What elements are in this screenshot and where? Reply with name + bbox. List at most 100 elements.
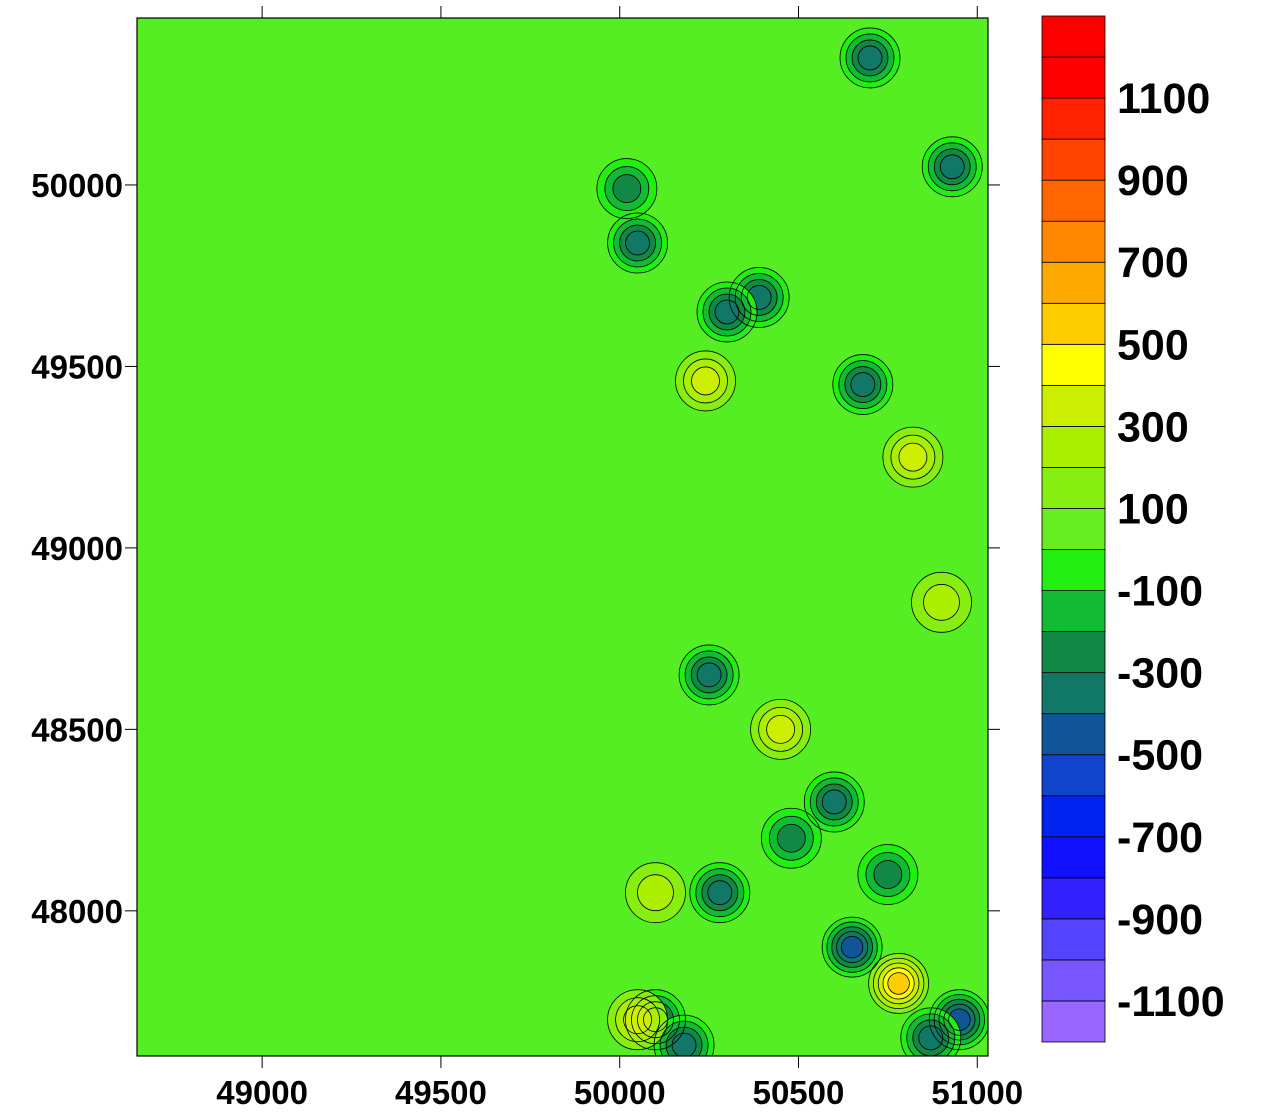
contour-line xyxy=(625,230,650,256)
plot-frame xyxy=(136,17,989,1057)
contour-line xyxy=(696,281,758,343)
contour-region xyxy=(850,372,875,397)
colorbar-swatch xyxy=(1041,56,1106,99)
colorbar-label: 1100 xyxy=(1117,75,1210,123)
colorbar-swatch xyxy=(1041,713,1106,756)
colorbar-label: -100 xyxy=(1117,568,1203,616)
colorbar: 1100 900 700 500 300 100 -100 -300 -500 -700 -900 -… xyxy=(1041,15,1225,1043)
contour-line xyxy=(840,935,864,959)
contour-line xyxy=(613,218,662,268)
contour-region xyxy=(637,874,674,911)
contour-line xyxy=(776,823,806,853)
contour-line xyxy=(921,136,983,198)
contour-line xyxy=(927,142,977,192)
colorbar-swatch xyxy=(1041,836,1106,879)
contour-line xyxy=(939,154,965,180)
contour-line xyxy=(607,989,668,1051)
contour-line xyxy=(623,1005,652,1035)
colorbar-swatch xyxy=(1041,384,1106,427)
contour-line xyxy=(684,650,734,700)
colorbar-swatch xyxy=(1041,959,1106,1002)
contour-line xyxy=(836,931,869,964)
contour-line xyxy=(766,714,796,744)
y-tick-label: 49500 xyxy=(31,348,123,385)
contour-line xyxy=(596,158,658,219)
contour-line xyxy=(882,967,915,1000)
contour-field xyxy=(596,27,988,1056)
x-tick-label: 49000 xyxy=(216,1074,308,1111)
contour-line xyxy=(702,287,752,337)
contour-region xyxy=(766,715,795,744)
colorbar-swatch xyxy=(1041,1000,1106,1043)
colorbar-swatch xyxy=(1041,302,1106,345)
contour-line xyxy=(923,583,960,621)
contour-line xyxy=(619,224,656,262)
colorbar-label: -900 xyxy=(1117,896,1203,944)
contour-line xyxy=(832,354,894,415)
contour-line xyxy=(659,1020,709,1056)
contour-line xyxy=(707,880,733,906)
contour-region xyxy=(841,936,863,958)
contour-line xyxy=(900,1007,962,1056)
plot-background xyxy=(137,18,988,1056)
contour-line xyxy=(809,777,859,827)
contour-line xyxy=(750,698,812,760)
contour-region xyxy=(691,366,720,395)
contour-region xyxy=(612,174,641,203)
colorbar-swatch xyxy=(1041,795,1106,838)
contour-region xyxy=(887,972,910,995)
contour-line xyxy=(768,815,814,861)
y-tick-label: 48000 xyxy=(31,893,123,930)
contour-line xyxy=(839,27,901,89)
contour-region xyxy=(822,789,847,814)
colorbar-swatch xyxy=(1041,467,1106,509)
contour-line xyxy=(607,212,668,274)
colorbar-swatch xyxy=(1041,877,1106,920)
contour-line xyxy=(882,426,944,488)
contour-region xyxy=(714,299,739,324)
contour-line xyxy=(887,972,910,995)
colorbar-swatch xyxy=(1041,918,1106,961)
contour-line xyxy=(844,366,882,403)
y-axis: 48000 48500 49000 49500 50000 xyxy=(31,167,1000,930)
x-axis: 49000 49500 50000 50500 51000 xyxy=(216,6,1023,1111)
contour-line xyxy=(850,372,876,397)
contour-line xyxy=(890,434,936,480)
x-tick-label: 50500 xyxy=(753,1074,845,1111)
contour-line xyxy=(691,366,720,396)
x-tick-label: 50000 xyxy=(574,1074,666,1111)
contour-line xyxy=(637,874,674,912)
contour-region xyxy=(858,45,883,70)
contour-region xyxy=(777,824,806,853)
contour-fill-regions xyxy=(596,27,988,1056)
contour-line xyxy=(696,662,722,688)
contour-line xyxy=(933,148,971,186)
colorbar-label: 500 xyxy=(1117,321,1189,369)
contour-region xyxy=(697,662,722,687)
contour-line xyxy=(803,771,865,833)
contour-line xyxy=(821,916,883,978)
contour-line xyxy=(906,1013,956,1056)
contour-line xyxy=(740,279,778,316)
colorbar-swatch xyxy=(1041,425,1106,468)
contour-line xyxy=(625,989,686,1051)
contour-line xyxy=(857,844,919,905)
contour-line xyxy=(734,273,784,322)
contour-line xyxy=(665,1026,703,1056)
contour-line xyxy=(933,994,985,1046)
contour-line xyxy=(678,644,740,706)
contour-line xyxy=(746,285,772,310)
colorbar-swatch xyxy=(1041,220,1106,263)
colorbar-label: -300 xyxy=(1117,650,1203,698)
contour-line xyxy=(938,998,981,1041)
contour-line xyxy=(865,852,911,897)
contour-line xyxy=(838,360,888,409)
contour-line xyxy=(625,862,686,924)
colorbar-swatch xyxy=(1041,754,1106,797)
colorbar-swatch xyxy=(1041,549,1106,591)
contour-line xyxy=(868,953,930,1014)
contour-line xyxy=(857,45,883,71)
contour-line xyxy=(943,1003,976,1036)
contour-line xyxy=(911,571,972,633)
